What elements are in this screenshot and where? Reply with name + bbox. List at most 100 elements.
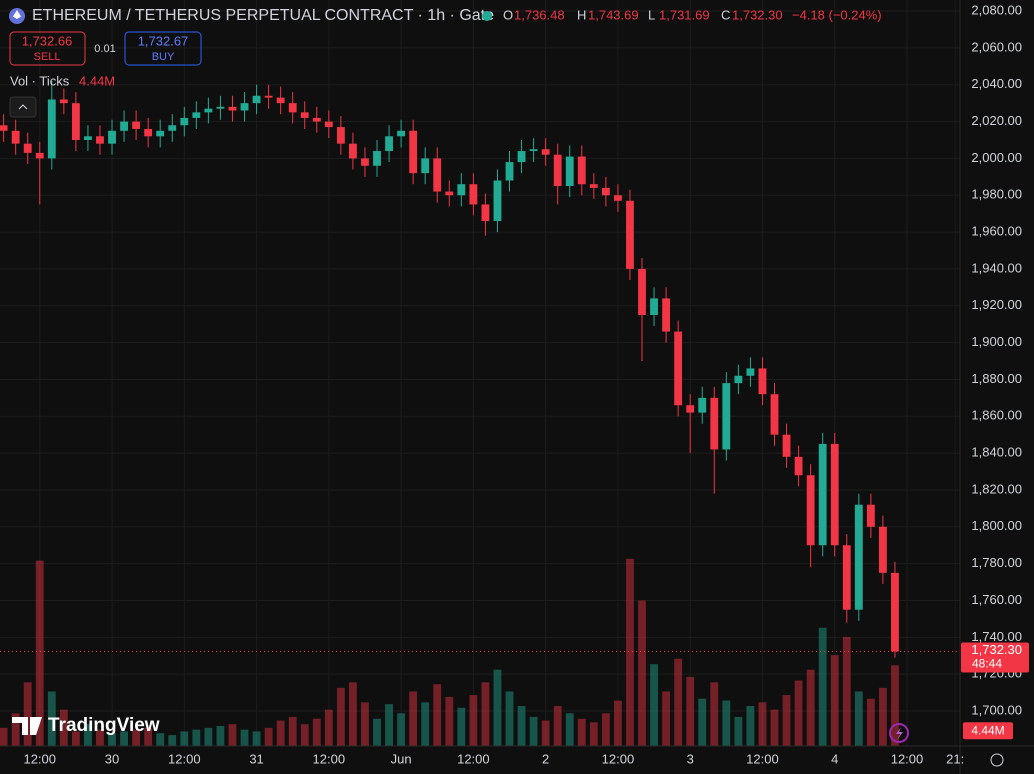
candle-body bbox=[349, 143, 357, 159]
volume-bar bbox=[180, 731, 189, 746]
volume-bar bbox=[96, 729, 104, 746]
candle-body bbox=[830, 443, 839, 546]
buy-price: 1,732.67 bbox=[138, 33, 189, 48]
candle-body bbox=[878, 526, 887, 573]
x-tick-label: 2 bbox=[542, 751, 549, 766]
last-price-tag bbox=[961, 642, 1029, 673]
volume-tag bbox=[963, 722, 1013, 740]
volume-bar bbox=[35, 560, 44, 746]
volume-bar bbox=[240, 729, 249, 746]
symbol-icon-glyph bbox=[13, 10, 21, 19]
candle-body bbox=[228, 106, 237, 111]
volume-bar bbox=[553, 706, 562, 746]
candle-body bbox=[252, 95, 261, 104]
volume-bar bbox=[373, 718, 381, 746]
x-tick-label: 4 bbox=[831, 751, 838, 766]
volume-bar bbox=[662, 691, 671, 746]
collapse-button[interactable] bbox=[9, 96, 37, 118]
y-tick-label: 1,760.00 bbox=[971, 592, 1022, 607]
logo-text: TradingView bbox=[48, 715, 160, 736]
candle-body bbox=[96, 136, 104, 144]
candle-body bbox=[84, 136, 92, 140]
candle-body bbox=[794, 456, 803, 476]
candle-body bbox=[168, 125, 177, 131]
volume-bar bbox=[445, 696, 454, 746]
y-tick-label: 1,740.00 bbox=[971, 629, 1022, 644]
symbol-title: ETHEREUM / TETHERUS PERPETUAL CONTRACT ·… bbox=[32, 7, 494, 24]
ohlc-key: L bbox=[648, 7, 655, 22]
volume-bar bbox=[698, 698, 707, 746]
candle-body bbox=[409, 130, 418, 174]
candle-body bbox=[240, 103, 249, 111]
volume-bar bbox=[505, 691, 514, 746]
spread: 0.01 bbox=[94, 43, 115, 55]
volume-bar bbox=[830, 655, 839, 746]
volume-bar bbox=[385, 704, 393, 746]
volume-bar bbox=[517, 706, 526, 746]
volume-bar bbox=[469, 695, 478, 746]
candle-body bbox=[505, 162, 514, 181]
candle-body bbox=[770, 394, 779, 435]
candle-body bbox=[842, 545, 851, 610]
ohlc-key: C bbox=[721, 7, 730, 22]
candle-body bbox=[674, 331, 683, 406]
y-tick-label: 1,880.00 bbox=[971, 371, 1022, 386]
volume-bar bbox=[722, 700, 731, 746]
buy-button[interactable] bbox=[124, 31, 202, 66]
ohlc-value: 1,743.69 bbox=[588, 7, 639, 22]
candle-body bbox=[722, 383, 731, 450]
volume-bar bbox=[529, 716, 538, 746]
x-tick-label: 12:00 bbox=[891, 751, 924, 766]
change: −4.18 (−0.24%) bbox=[792, 7, 882, 22]
volume-bar bbox=[794, 680, 803, 746]
volume-bar bbox=[433, 684, 442, 746]
candle-body bbox=[806, 475, 815, 546]
volume-bar bbox=[577, 718, 586, 746]
volume-bar bbox=[734, 716, 743, 746]
volume-bar bbox=[806, 669, 815, 746]
candle-body bbox=[180, 117, 189, 126]
volume-bar bbox=[264, 727, 273, 746]
candle-body bbox=[108, 130, 116, 144]
volume-bar bbox=[216, 726, 225, 746]
x-tick-label: 12:00 bbox=[313, 751, 346, 766]
candle-body bbox=[866, 504, 875, 527]
candle-body bbox=[758, 368, 767, 395]
volume-bar bbox=[782, 695, 791, 746]
sell-price: 1,732.66 bbox=[22, 33, 73, 48]
candle-body bbox=[686, 405, 695, 413]
candle-body bbox=[457, 184, 466, 196]
candle-body bbox=[698, 397, 707, 413]
alert-icon[interactable] bbox=[889, 723, 909, 743]
volume-bar bbox=[144, 727, 153, 746]
sell-button[interactable] bbox=[9, 31, 86, 66]
y-tick-label: 1,920.00 bbox=[971, 297, 1022, 312]
volume-bar bbox=[71, 731, 80, 746]
y-tick-label: 1,860.00 bbox=[971, 408, 1022, 423]
volume-bar bbox=[23, 682, 32, 746]
candle-body bbox=[541, 149, 550, 155]
candle-body bbox=[626, 200, 634, 269]
x-tick-label: 12:00 bbox=[602, 751, 635, 766]
volume-bar bbox=[854, 691, 863, 746]
y-tick-label: 2,000.00 bbox=[971, 150, 1022, 165]
candle-body bbox=[433, 158, 442, 192]
candle-body bbox=[662, 298, 671, 332]
candle-body bbox=[529, 149, 538, 152]
volume-bar bbox=[601, 713, 610, 746]
settings-icon[interactable] bbox=[990, 753, 1004, 767]
candle-body bbox=[854, 504, 863, 610]
volume-bar bbox=[481, 682, 490, 746]
volume-bar bbox=[674, 658, 683, 746]
x-tick-label: Jun bbox=[391, 751, 412, 766]
candle-body bbox=[397, 130, 406, 137]
y-tick-label: 1,900.00 bbox=[971, 334, 1022, 349]
y-tick-label: 2,060.00 bbox=[971, 39, 1022, 54]
candle-body bbox=[324, 121, 333, 128]
y-tick-label: 2,040.00 bbox=[971, 76, 1022, 91]
candle-body bbox=[264, 95, 273, 98]
candle-body bbox=[746, 368, 755, 376]
candle-body bbox=[373, 151, 381, 166]
candle-body bbox=[421, 158, 430, 174]
